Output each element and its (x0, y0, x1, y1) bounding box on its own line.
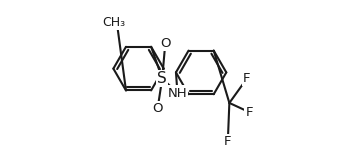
Text: F: F (224, 135, 232, 148)
Text: CH₃: CH₃ (103, 16, 126, 28)
Text: F: F (246, 106, 253, 119)
Text: NH: NH (168, 87, 187, 99)
Text: F: F (243, 72, 251, 85)
Text: S: S (157, 71, 167, 86)
Text: O: O (160, 37, 170, 50)
Text: O: O (153, 102, 163, 115)
